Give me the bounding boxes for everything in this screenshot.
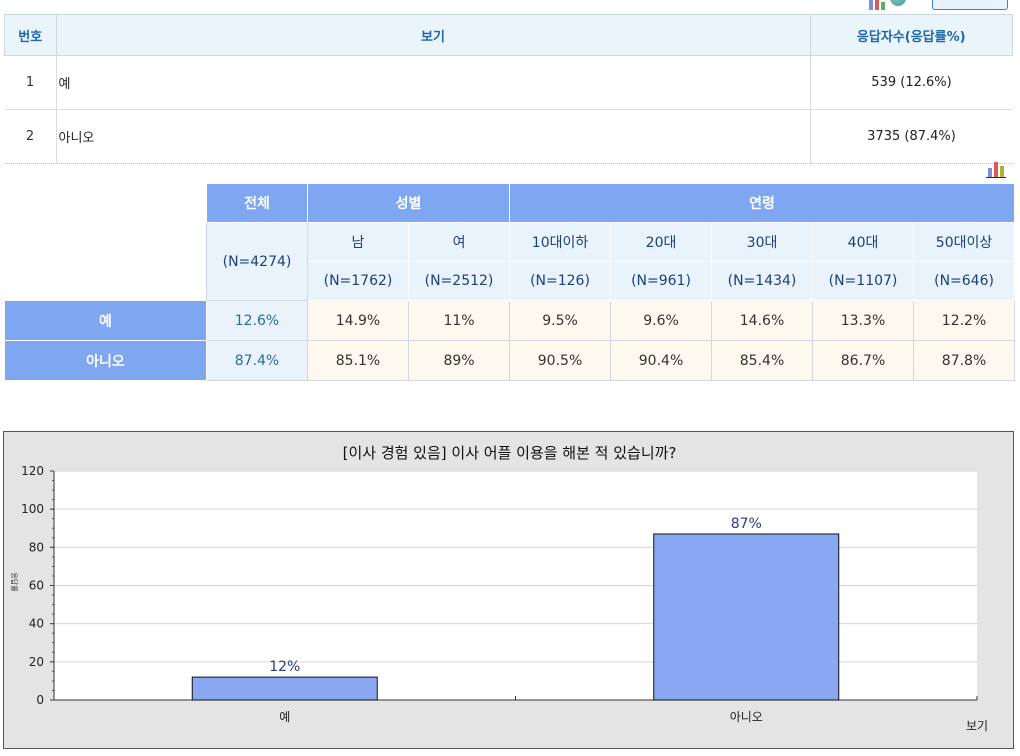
cell-value: 13.3%: [812, 300, 915, 341]
group-header-age: 연령: [509, 183, 1016, 223]
subgroup-n: (N=646): [913, 261, 1016, 301]
subgroup-label: 10대이하: [509, 222, 612, 262]
bar-chart: [이사 경험 있음] 이사 어플 이용을 해본 적 있습니까? 0 20 40 60 8…: [3, 431, 1014, 749]
cell-value: 14.6%: [711, 300, 814, 341]
row-label: 아니오: [4, 340, 207, 381]
cross-row-yes: 예 12.6% 14.9% 11% 9.5% 9.6% 14.6% 13.3% …: [4, 300, 1016, 341]
group-header-gender: 성별: [306, 183, 511, 223]
total-n: (N=4274): [206, 222, 308, 301]
row-number: 1: [4, 55, 57, 110]
header-number: 번호: [4, 14, 57, 56]
blank-corner: [4, 183, 207, 301]
subgroup-n: (N=1762): [307, 261, 409, 301]
row-count: 539 (12.6%): [809, 55, 1013, 110]
row-total: 87.4%: [206, 340, 308, 381]
subgroup-label: 남: [307, 222, 409, 262]
row-label: 예: [4, 300, 207, 341]
subgroup-label: 30대: [711, 222, 814, 262]
subgroup-label: 20대: [610, 222, 713, 262]
subgroup-label: 여: [407, 222, 511, 262]
table-row: 1 예 539 (12.6%): [4, 55, 1013, 110]
bar: [191, 676, 378, 701]
header-count: 응답자수(응답률%): [809, 14, 1013, 56]
row-option: 아니오: [56, 109, 810, 164]
bar-chart-icon[interactable]: [868, 0, 886, 10]
subgroup-label: 50대이상: [913, 222, 1016, 262]
x-axis-label: 보기: [966, 719, 988, 733]
bar-data-label: 12%: [269, 659, 300, 675]
cell-value: 85.4%: [711, 340, 814, 381]
y-tick-label: 40: [29, 617, 44, 631]
y-tick-label: 20: [29, 655, 44, 669]
subgroup-n: (N=1107): [812, 261, 915, 301]
subgroup-n: (N=2512): [407, 261, 511, 301]
chart-title: [이사 경험 있음] 이사 어플 이용을 해본 적 있습니까?: [342, 444, 677, 462]
y-tick-label: 120: [21, 464, 44, 478]
cell-value: 90.5%: [509, 340, 612, 381]
row-option: 예: [56, 55, 810, 110]
y-axis-label: 응답률: [10, 572, 19, 592]
top-toolbar: [868, 0, 1018, 12]
cell-value: 85.1%: [307, 340, 409, 381]
cell-value: 90.4%: [610, 340, 713, 381]
cell-value: 86.7%: [812, 340, 915, 381]
x-tick-label: 예: [279, 710, 290, 724]
subgroup-n: (N=1434): [711, 261, 814, 301]
bar-data-label: 87%: [731, 516, 762, 532]
bar-chart-icon[interactable]: [986, 160, 1006, 178]
y-tick-label: 100: [21, 502, 44, 516]
cell-value: 12.2%: [913, 300, 1016, 341]
y-tick-label: 60: [29, 579, 44, 593]
subgroup-label: 40대: [812, 222, 915, 262]
cell-value: 11%: [407, 300, 511, 341]
response-table: 번호 보기 응답자수(응답률%) 1 예 539 (12.6%) 2 아니오 3…: [4, 14, 1013, 164]
cross-table: 전체 성별 연령 (N=4274) 남 여 10대이하 20대 30대 40대 …: [4, 183, 1016, 381]
header-option: 보기: [55, 14, 811, 56]
cell-value: 14.9%: [307, 300, 409, 341]
y-tick-label: 80: [29, 540, 44, 554]
row-number: 2: [4, 109, 57, 164]
x-tick-label: 아니오: [730, 710, 763, 724]
cell-value: 9.6%: [610, 300, 713, 341]
subgroup-n: (N=126): [509, 261, 612, 301]
cell-value: 87.8%: [913, 340, 1016, 381]
top-action-button[interactable]: [932, 0, 1008, 10]
bar: [653, 533, 840, 701]
row-count: 3735 (87.4%): [809, 109, 1013, 164]
table-row: 2 아니오 3735 (87.4%): [4, 109, 1013, 164]
row-total: 12.6%: [206, 300, 308, 341]
cell-value: 89%: [407, 340, 511, 381]
cross-row-no: 아니오 87.4% 85.1% 89% 90.5% 90.4% 85.4% 86…: [4, 340, 1016, 381]
subgroup-n: (N=961): [610, 261, 713, 301]
y-tick-label: 0: [36, 693, 44, 707]
total-header: 전체: [206, 183, 308, 223]
globe-icon[interactable]: [890, 0, 906, 6]
cell-value: 9.5%: [509, 300, 612, 341]
